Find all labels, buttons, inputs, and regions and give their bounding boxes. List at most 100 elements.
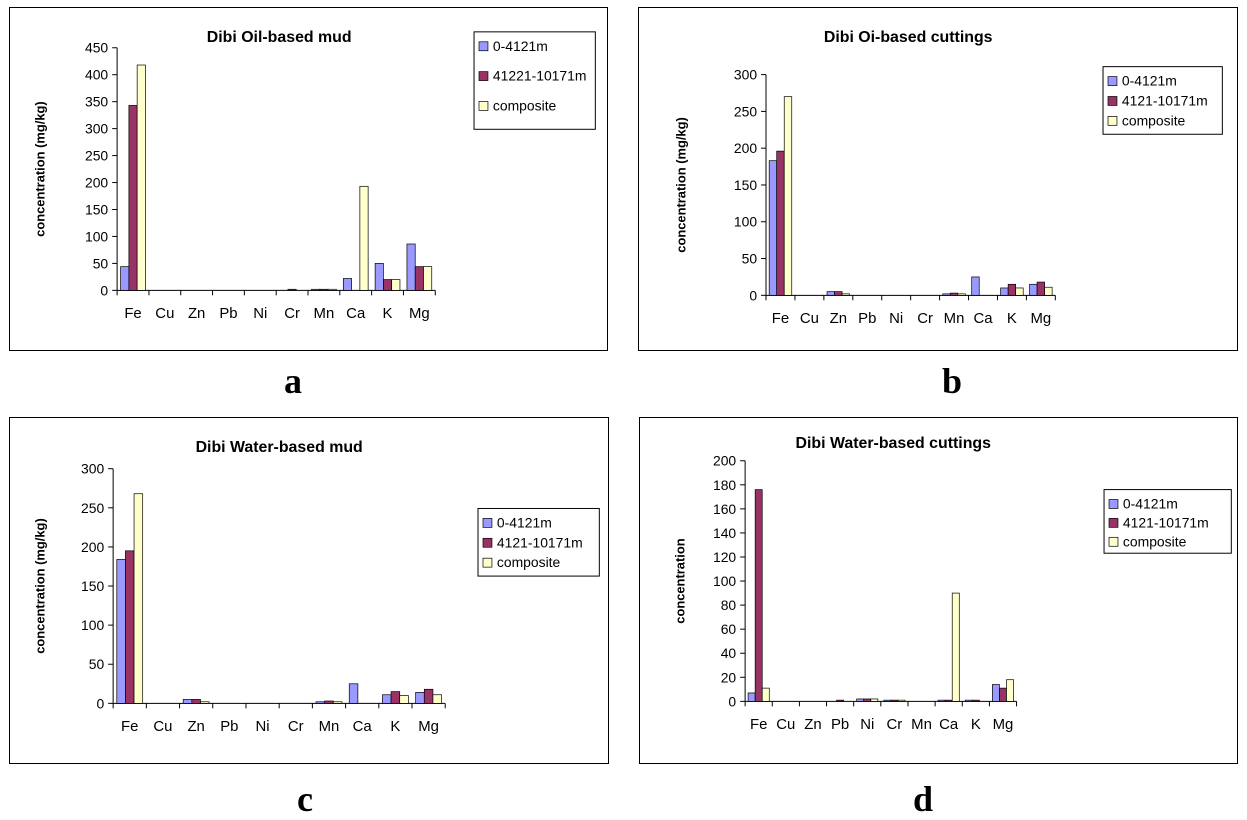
bar-composite-Fe [783,96,793,296]
panel-letter-a: a [284,361,302,401]
panel-letter-d: d [912,779,934,819]
x-tick-label: Cr [887,717,903,733]
x-tick-label: Mn [314,306,335,322]
x-tick-label: Ca [939,717,959,733]
bar-0-4121m-Zn [182,699,193,704]
chart-panel-c: Dibi Water-based mud concentration (mg/kg… [9,417,609,764]
bar-composite-Ni [870,698,879,702]
legend-label: 4121-10171m [1123,514,1209,530]
bar-0-4121m-Ni [856,698,865,702]
legend-label: composite [497,554,561,570]
y-axis-label: concentration (mg/kg) [33,101,48,237]
bar-composite-Mn [327,288,337,291]
bar-4121-10171m-K [390,691,401,704]
y-tick-label: 200 [81,539,104,555]
x-tick-label: Ni [253,306,267,322]
x-tick-label: Cr [284,306,300,322]
bar-41221-10171m-Mn [319,288,329,291]
x-tick-label: Mg [409,306,430,322]
bar-4121-10171m-Cr [890,699,899,702]
bar-0-4121m-Ca [342,278,352,291]
x-tick-label: K [971,717,981,733]
legend-swatch [1108,536,1119,547]
legend-box [1102,66,1223,135]
legend-label: 4121-10171m [497,534,583,550]
bar-4121-10171m-Mg [423,688,434,704]
legend-box [473,31,596,130]
x-tick-label: Ni [860,717,874,733]
bar-composite-K [399,695,409,704]
bar-composite-Fe [761,687,770,702]
y-tick-label: 300 [81,461,104,477]
legend-swatch [478,71,489,81]
x-tick-label: Pb [220,719,238,735]
bar-4121-10171m-Ni [863,698,872,702]
chart-panel-a: Dibi Oil-based mud concentration (mg/kg) 0… [9,7,608,351]
bar-composite-Zn [200,701,210,704]
bar-0-4121m-Mg [406,243,416,291]
chart-svg-b: Dibi Oi-based cuttings concentration (mg/… [673,29,1223,327]
legend-label: 41221-10171m [493,68,587,84]
bar-4121-10171m-Mg [999,687,1007,702]
x-tick-label: Mn [911,717,932,733]
panel-letter-c: c [297,779,313,819]
legend-swatch [1107,116,1118,126]
bar-composite-K [391,279,401,291]
x-tick-label: Pb [219,306,237,322]
x-tick-label: Zn [804,717,821,733]
y-tick-label: 150 [81,578,104,594]
bar-composite-Mg [1006,679,1014,702]
y-tick-label: 120 [713,549,736,565]
legend-swatch [478,41,489,52]
panel-letter-b: b [941,361,963,401]
x-tick-label: K [1007,311,1017,327]
y-tick-label: 350 [85,94,108,110]
legend-swatch [482,537,493,548]
bar-4121-10171m-Mn [324,700,334,704]
x-tick-label: Fe [124,306,141,322]
chart-panel-d: Dibi Water-based cuttings concentration 0 2… [639,417,1238,764]
legend-label: composite [493,97,557,113]
y-tick-label: 250 [81,500,104,516]
bar-0-4121m-Cr [883,699,892,702]
x-tick-label: Mn [319,719,340,735]
bar-composite-Zn [841,293,850,296]
legend-label: 0-4121m [1122,73,1177,89]
bar-0-4121m-Ca [348,683,359,704]
bar-0-4121m-Mg [1029,283,1038,296]
x-tick-label: Ni [889,311,903,327]
y-tick-label: 200 [713,453,736,469]
chart-title: Dibi Water-based mud [196,439,363,456]
bar-0-4121m-K [374,263,384,291]
bar-0-4121m-Mg [415,692,425,704]
x-tick-label: Zn [188,306,205,322]
x-tick-label: Mg [1030,311,1051,327]
bar-0-4121m-Zn [826,291,835,296]
y-tick-label: 50 [742,251,758,267]
bar-4121-10171m-Fe [776,150,785,296]
legend-label: 4121-10171m [1122,92,1208,108]
legend-label: 0-4121m [1123,495,1178,511]
legend: 0-4121m 41221-10171m composite [473,31,596,130]
bar-composite-Mn [957,293,966,296]
bar-composite-Mg [1044,286,1053,296]
bar-0-4121m-Mn [311,288,321,291]
y-tick-label: 400 [85,67,108,83]
y-tick-label: 180 [713,477,736,493]
bar-composite-Cr [897,699,906,702]
legend: 0-4121m 4121-10171m composite [1102,66,1223,135]
bar-0-4121m-Mn [315,701,326,704]
legend-label: composite [1122,112,1186,128]
bar-41221-10171m-K [383,279,393,291]
chart-svg-c: Dibi Water-based mud concentration (mg/kg… [33,439,600,735]
y-tick-label: 60 [721,621,737,637]
bar-4121-10171m-Ca [944,699,953,702]
chart-svg-a: Dibi Oil-based mud concentration (mg/kg) 0… [33,29,596,322]
x-tick-label: Cr [288,719,304,735]
bar-0-4121m-Ca [937,699,946,702]
legend-label: 0-4121m [497,514,552,530]
legend-swatch [1108,499,1119,509]
bar-4121-10171m-Fe [754,489,763,702]
bar-composite-Mn [332,701,343,704]
y-tick-label: 0 [728,693,736,709]
